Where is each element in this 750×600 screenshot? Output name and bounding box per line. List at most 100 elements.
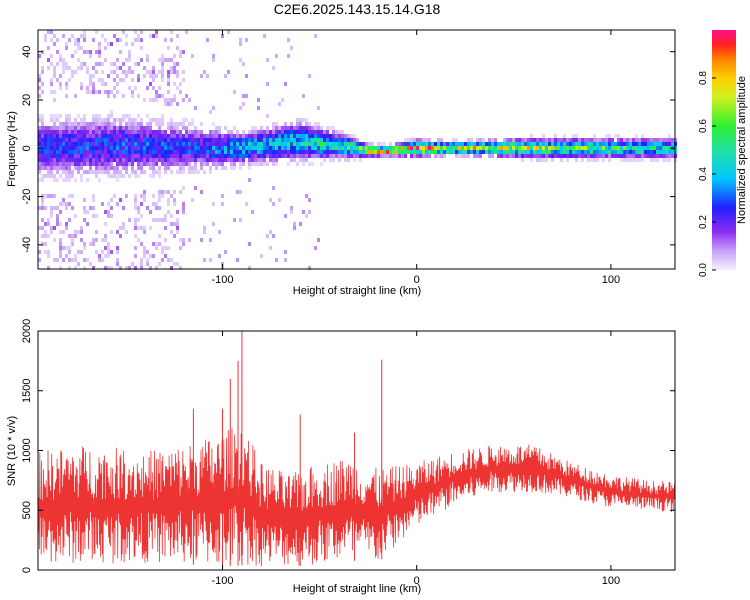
spectrogram-cell	[260, 134, 263, 138]
spectrogram-cell	[617, 150, 620, 154]
spectrogram-cell	[59, 82, 62, 86]
spectrogram-cell	[62, 62, 65, 66]
spectrogram-cell	[86, 146, 89, 150]
spectrogram-cell	[101, 34, 104, 38]
spectrogram-cell	[134, 254, 137, 258]
spectrogram-cell	[86, 138, 89, 142]
spectrogram-cell	[140, 154, 143, 158]
spectrogram-cell	[425, 138, 428, 142]
spectrogram-cell	[335, 154, 338, 158]
spectrogram-cell	[239, 58, 242, 62]
spectrogram-cell	[161, 94, 164, 98]
spectrogram-cell	[233, 218, 236, 222]
spectrogram-cell	[473, 146, 476, 150]
spectrogram-cell	[95, 158, 98, 162]
spectrogram-cell	[221, 194, 224, 198]
spectrogram-cell	[326, 130, 329, 134]
snr-background	[38, 331, 675, 570]
spectrogram-cell	[263, 150, 266, 154]
spectrogram-cell	[212, 58, 215, 62]
spectrogram-cell	[146, 162, 149, 166]
spectrogram-cell	[407, 142, 410, 146]
spectrogram-cell	[536, 142, 539, 146]
spectrogram-cell	[44, 174, 47, 178]
spectrogram-cell	[86, 86, 89, 90]
spectrogram-cell	[50, 130, 53, 134]
spectrogram-cell	[350, 134, 353, 138]
spectrogram-cell	[266, 150, 269, 154]
spectrogram-cell	[332, 142, 335, 146]
spectrogram-cell	[212, 150, 215, 154]
spectrogram-cell	[167, 46, 170, 50]
spectrogram-cell	[140, 158, 143, 162]
spectrogram-cell	[530, 138, 533, 142]
spectrogram-cell	[47, 150, 50, 154]
spectrogram-cell	[65, 178, 68, 182]
spectrogram-cell	[86, 134, 89, 138]
spectrogram-cell	[587, 150, 590, 154]
spectrogram-cell	[389, 146, 392, 150]
spectrogram-cell	[203, 226, 206, 230]
spectrogram-cell	[224, 142, 227, 146]
spectrogram-cell	[113, 138, 116, 142]
spectrogram-cell	[437, 150, 440, 154]
spectrogram-cell	[134, 138, 137, 142]
spectrogram-cell	[575, 138, 578, 142]
spectrogram-cell	[494, 146, 497, 150]
spectrogram-cell	[62, 170, 65, 174]
spectrogram-cell	[593, 154, 596, 158]
spectrogram-cell	[38, 206, 41, 210]
spectrogram-cell	[95, 230, 98, 234]
spectrogram-cell	[209, 150, 212, 154]
spectrogram-cell	[320, 142, 323, 146]
spectrogram-cell	[458, 154, 461, 158]
spectrogram-cell	[50, 38, 53, 42]
spectrogram-cell	[281, 98, 284, 102]
spectrogram-cell	[557, 138, 560, 142]
spectrogram-cell	[182, 134, 185, 138]
spectrogram-cell	[593, 142, 596, 146]
spectrogram-cell	[116, 130, 119, 134]
spectrogram-cell	[206, 74, 209, 78]
spectrogram-cell	[329, 126, 332, 130]
spectrogram-cell	[74, 38, 77, 42]
spectrogram-cell	[227, 138, 230, 142]
spectrogram-cell	[203, 258, 206, 262]
spectrogram-cell	[86, 142, 89, 146]
spectrogram-cell	[59, 122, 62, 126]
spectrogram-cell	[47, 126, 50, 130]
spectrogram-cell	[47, 162, 50, 166]
spectrogram-cell	[137, 78, 140, 82]
spectrogram-cell	[191, 130, 194, 134]
spectrogram-cell	[350, 146, 353, 150]
spectrogram-cell	[68, 166, 71, 170]
spectrogram-cell	[65, 134, 68, 138]
spectrogram-cell	[95, 122, 98, 126]
spectrogram-cells	[38, 30, 677, 270]
spectrogram-cell	[371, 146, 374, 150]
spectrogram-cell	[290, 138, 293, 142]
spectrogram-cell	[176, 134, 179, 138]
spectrogram-cell	[131, 90, 134, 94]
spectrogram-cell	[155, 118, 158, 122]
spectrogram-cell	[506, 154, 509, 158]
spectrogram-cell	[173, 222, 176, 226]
spectrogram-cell	[158, 134, 161, 138]
spectrogram-cell	[137, 158, 140, 162]
spectrogram-cell	[305, 194, 308, 198]
spectrogram-cell	[212, 154, 215, 158]
spectrogram-cell	[215, 158, 218, 162]
spectrogram-cell	[605, 150, 608, 154]
spectrogram-cell	[80, 126, 83, 130]
spectrogram-cell	[185, 134, 188, 138]
spectrogram-cell	[599, 146, 602, 150]
spectrogram-cell	[50, 62, 53, 66]
spectrogram-cell	[113, 154, 116, 158]
spectrogram-cell	[332, 126, 335, 130]
spectrogram-cell	[620, 142, 623, 146]
spectrogram-cell	[119, 38, 122, 42]
spectrogram-cell	[500, 154, 503, 158]
spectrogram-cell	[317, 126, 320, 130]
spectrogram-cell	[341, 142, 344, 146]
spectrogram-cell	[71, 130, 74, 134]
